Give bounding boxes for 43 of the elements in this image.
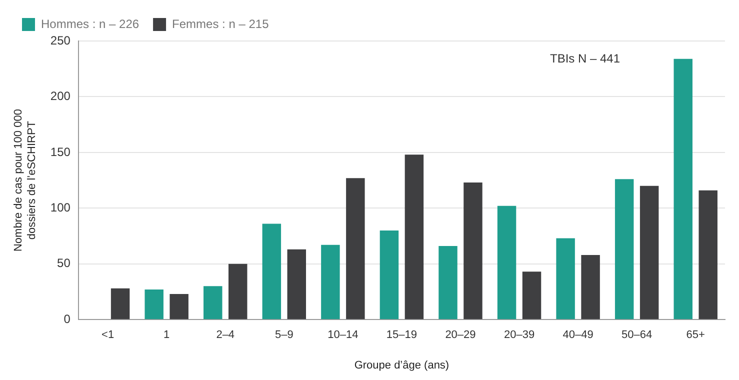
y-tick-label: 200 — [50, 89, 71, 104]
bar — [698, 190, 718, 320]
bar — [522, 272, 542, 320]
x-tick-label: 2–4 — [216, 329, 235, 342]
x-axis-title: Groupe d’âge (ans) — [354, 359, 450, 372]
bar — [204, 286, 222, 320]
annotation: TBIs N – 441 — [550, 51, 620, 66]
x-tick-label: 5–9 — [274, 329, 294, 342]
bar — [640, 186, 659, 320]
bar — [581, 254, 600, 320]
y-tick-label: 50 — [57, 256, 71, 270]
bar — [674, 58, 692, 320]
bar — [497, 206, 516, 320]
x-tick-label: 20–29 — [445, 329, 476, 342]
y-axis-title: Nombre de cas pour 100 000 dossiers de l’eSCHIRPT — [12, 109, 38, 252]
x-tick-label: 50–64 — [622, 329, 652, 342]
bar — [144, 290, 164, 320]
bar — [464, 182, 482, 320]
y-tick-label: 100 — [50, 200, 71, 214]
y-tick-label: 150 — [50, 144, 71, 159]
y-tick-label: 250 — [50, 33, 71, 48]
bar — [110, 288, 130, 320]
bar — [438, 246, 458, 320]
bar — [556, 238, 575, 320]
bar — [170, 294, 188, 320]
x-tick-label: 20–39 — [504, 329, 535, 342]
bar — [262, 224, 282, 320]
x-tick-label: 15–19 — [386, 329, 418, 342]
bar — [614, 179, 634, 320]
x-tick-label: <1 — [102, 329, 114, 342]
bar — [404, 154, 424, 320]
x-tick-label: 10–14 — [328, 329, 358, 342]
x-tick-label: 1 — [164, 329, 170, 342]
legend-label: Hommes : n – 226 — [41, 16, 140, 31]
bar — [380, 230, 399, 320]
y-tick-label: 0 — [64, 312, 71, 326]
bar — [321, 244, 340, 320]
x-tick-label: 65+ — [686, 329, 705, 342]
legend-label: Femmes : n – 215 — [172, 16, 270, 31]
bar — [228, 264, 248, 320]
bar — [346, 178, 365, 320]
bar — [287, 249, 306, 320]
x-tick-label: 40–49 — [562, 329, 594, 342]
